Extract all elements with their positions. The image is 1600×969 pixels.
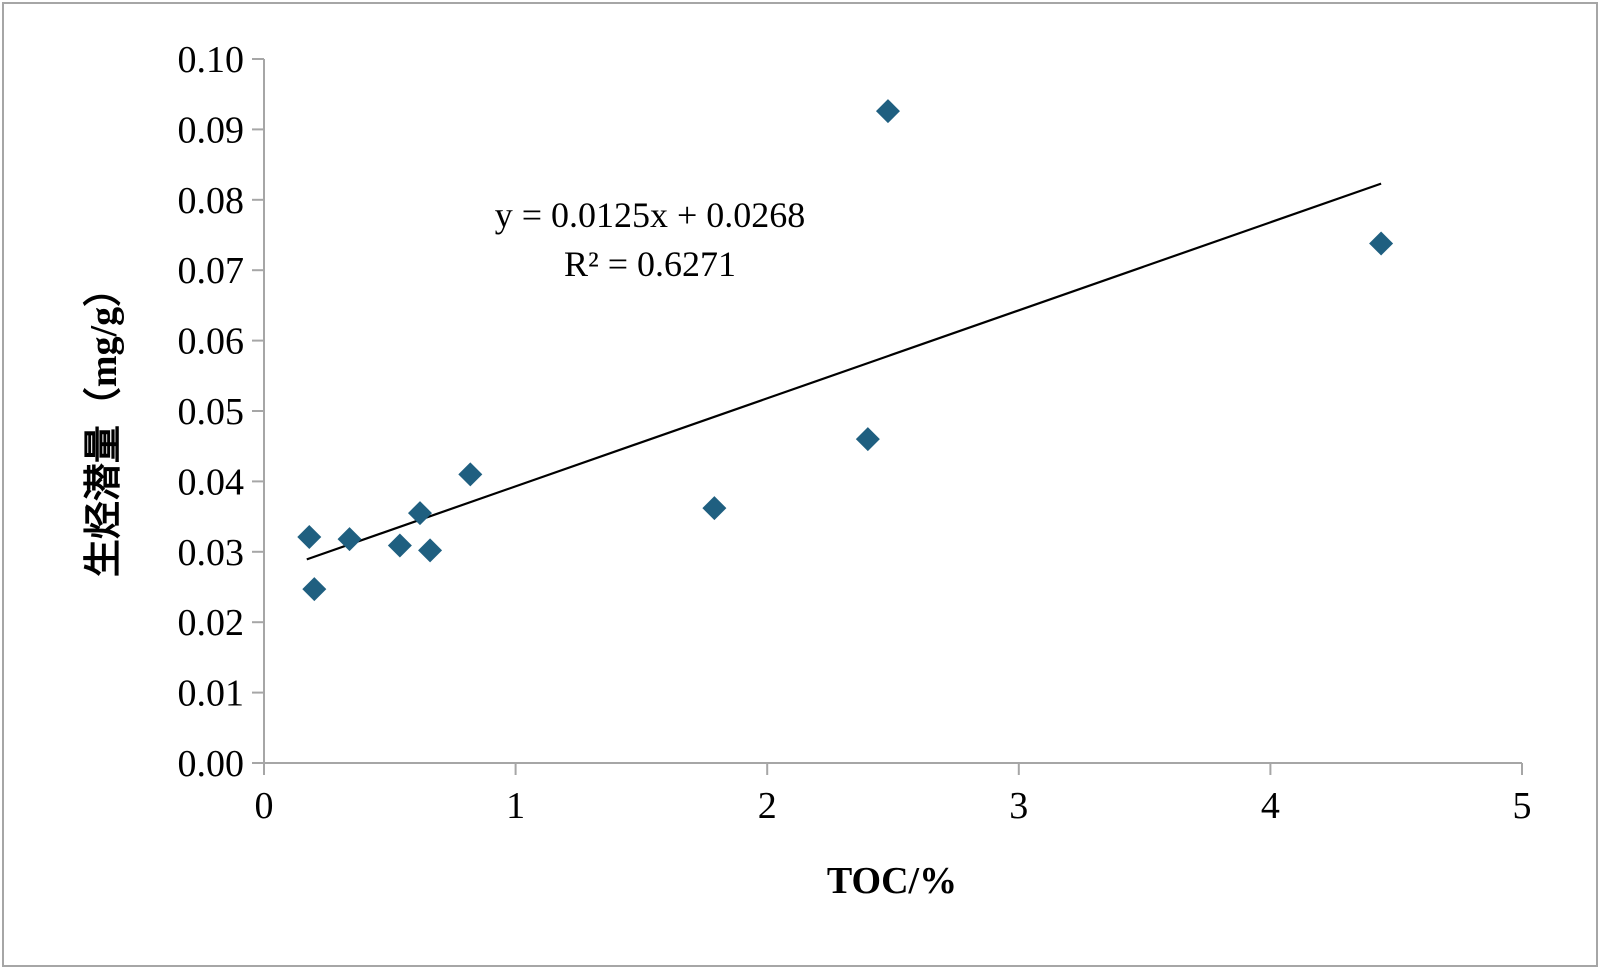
y-tick-label: 0.09	[178, 109, 245, 151]
data-point	[875, 99, 900, 124]
trendline	[306, 182, 1382, 561]
x-tick-label: 0	[255, 785, 274, 827]
data-point	[458, 462, 483, 487]
data-point	[297, 525, 322, 550]
y-axis-title: 生烃潜量（mg/g）	[83, 269, 125, 577]
y-tick-label: 0.10	[178, 39, 245, 81]
x-axis-title: TOC/%	[827, 860, 957, 902]
data-point	[1369, 231, 1394, 256]
y-tick-label: 0.04	[178, 461, 245, 503]
y-tick-label: 0.03	[178, 532, 245, 574]
data-point	[855, 427, 880, 452]
data-point	[302, 577, 327, 602]
data-point	[702, 496, 727, 521]
data-point	[387, 533, 412, 558]
x-tick-label: 3	[1009, 785, 1028, 827]
y-tick-label: 0.02	[178, 602, 245, 644]
x-tick-label: 4	[1261, 785, 1280, 827]
y-tick-label: 0.07	[178, 250, 245, 292]
r-squared-label: R² = 0.6271	[564, 244, 736, 284]
y-tick-label: 0.05	[178, 391, 245, 433]
y-tick-label: 0.00	[178, 743, 245, 785]
y-tick-label: 0.08	[178, 180, 245, 222]
data-point	[407, 501, 432, 526]
trendline-equation: y = 0.0125x + 0.0268	[495, 195, 806, 235]
y-tick-label: 0.06	[178, 321, 245, 363]
data-point	[337, 527, 362, 552]
x-tick-label: 2	[758, 785, 777, 827]
data-point	[418, 538, 443, 563]
y-tick-label: 0.01	[178, 673, 245, 715]
x-tick-label: 5	[1513, 785, 1532, 827]
x-tick-label: 1	[506, 785, 525, 827]
